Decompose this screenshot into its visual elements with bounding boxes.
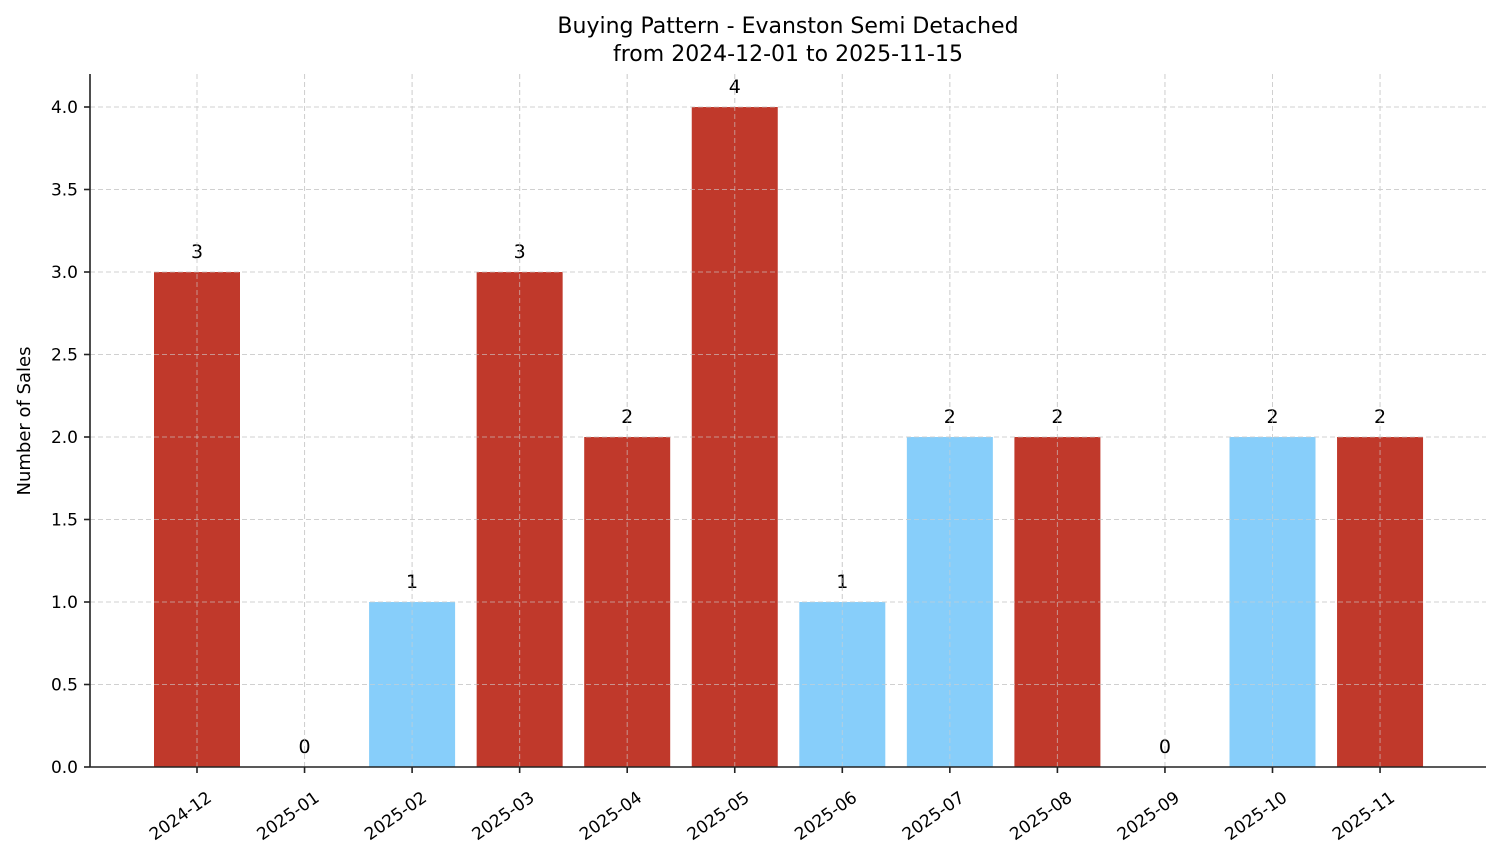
x-tick-label: 2025-01: [254, 788, 324, 845]
y-tick-label: 3.5: [51, 181, 78, 201]
y-tick-label: 4.0: [51, 98, 78, 118]
x-tick-label: 2025-08: [1006, 788, 1076, 845]
bar-value-label: 2: [621, 406, 633, 428]
y-axis-label: Number of Sales: [14, 346, 35, 495]
x-tick-label: 2025-11: [1329, 788, 1399, 845]
bar-value-label: 2: [944, 406, 956, 428]
x-tick-label: 2025-07: [899, 788, 969, 845]
chart-title: Buying Pattern - Evanston Semi Detached: [557, 14, 1018, 39]
x-axis-ticks: 2024-12 2025-01 2025-02 2025-03 2025-04 2025-…: [146, 767, 1399, 845]
x-tick-label: 2025-10: [1222, 788, 1292, 845]
x-tick-label: 2024-12: [146, 788, 216, 845]
y-tick-label: 2.0: [51, 428, 78, 448]
y-tick-label: 1.5: [51, 511, 78, 531]
x-tick-label: 2025-03: [469, 788, 539, 845]
x-tick-label: 2025-05: [684, 788, 754, 845]
x-tick-label: 2025-02: [361, 788, 431, 845]
x-tick-label: 2025-09: [1114, 788, 1184, 845]
y-tick-label: 3.0: [51, 263, 78, 283]
bar-value-label: 2: [1266, 406, 1278, 428]
y-tick-label: 2.5: [51, 346, 78, 366]
chart-subtitle: from 2024-12-01 to 2025-11-15: [613, 42, 963, 67]
y-tick-label: 0.5: [51, 676, 78, 696]
y-tick-label: 1.0: [51, 593, 78, 613]
y-axis-ticks: 0.0 0.5 1.0 1.5 2.0 2.5 3.0 3.5 4.0: [51, 98, 90, 778]
x-tick-label: 2025-06: [791, 788, 861, 845]
bar-value-label: 2: [1051, 406, 1063, 428]
x-tick-label: 2025-04: [576, 788, 646, 845]
y-tick-label: 0.0: [51, 758, 78, 778]
bar-value-label: 2: [1374, 406, 1386, 428]
